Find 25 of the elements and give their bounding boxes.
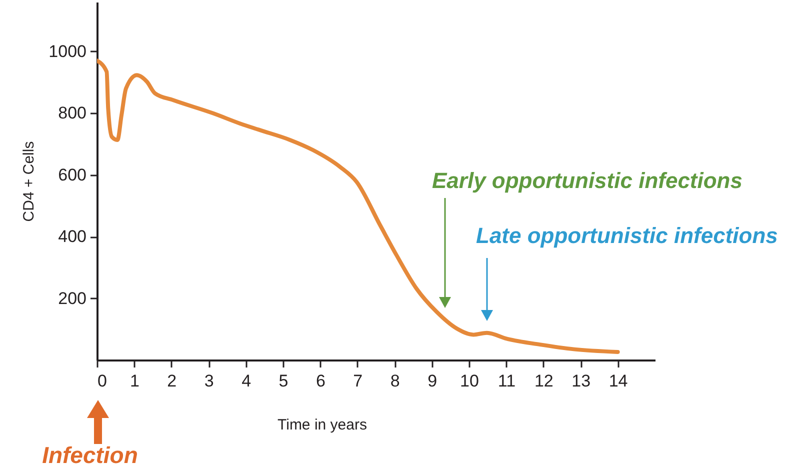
x-tick-label: 10 xyxy=(460,372,479,390)
y-tick-label: 400 xyxy=(58,227,86,246)
x-tick-label: 5 xyxy=(278,372,288,390)
y-tick-label: 800 xyxy=(58,104,86,123)
text: Infection xyxy=(42,442,138,468)
x-tick-label: 11 xyxy=(498,372,516,390)
x-tick-label: 2 xyxy=(167,372,177,390)
x-tick-label: 6 xyxy=(316,372,326,390)
y-tick-label: 600 xyxy=(58,165,86,184)
y-tick-label: 200 xyxy=(58,288,86,308)
x-tick-label: 14 xyxy=(608,372,628,390)
annotation: Late opportunistic infections xyxy=(476,223,778,248)
x-tick-label: 8 xyxy=(390,372,400,390)
x-axis-title: Time in years xyxy=(278,416,367,434)
x-tick-label: 12 xyxy=(534,372,554,390)
x-tick-label: 0 xyxy=(98,372,107,390)
x-tick-label: 7 xyxy=(353,372,363,390)
annotation: Early opportunistic infections xyxy=(432,168,742,193)
x-tick-label: 4 xyxy=(242,372,252,390)
y-tick-label: 1000 xyxy=(48,42,86,61)
x-tick-label: 1 xyxy=(130,372,140,390)
y-axis-title: CD4 + Cells xyxy=(20,141,38,222)
x-tick-label: 13 xyxy=(572,372,591,390)
x-tick-label: 3 xyxy=(204,372,214,390)
x-tick-label: 9 xyxy=(428,372,438,390)
